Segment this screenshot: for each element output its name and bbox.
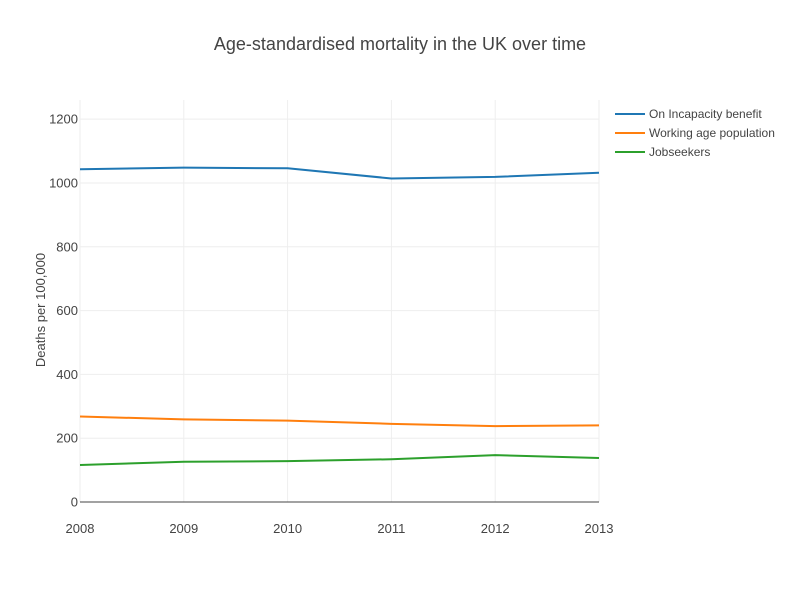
x-tick-label: 2012 bbox=[481, 521, 510, 536]
legend-label: Jobseekers bbox=[649, 145, 710, 159]
x-tick-label: 2013 bbox=[585, 521, 614, 536]
y-tick-label: 200 bbox=[56, 431, 78, 446]
series-line-1 bbox=[79, 166, 600, 180]
gridlines bbox=[79, 100, 600, 503]
legend: On Incapacity benefit Working age populat… bbox=[615, 107, 775, 159]
legend-label: On Incapacity benefit bbox=[649, 107, 762, 121]
legend-label: Working age population bbox=[649, 126, 775, 140]
y-tick-label: 400 bbox=[56, 367, 78, 382]
x-tick-label: 2011 bbox=[377, 521, 405, 536]
y-tick-label: 600 bbox=[56, 303, 78, 318]
x-tick-label: 2008 bbox=[66, 521, 95, 536]
x-tick-label: 2009 bbox=[169, 521, 198, 536]
chart-title: Age-standardised mortality in the UK ove… bbox=[214, 34, 586, 54]
x-tick-label: 2010 bbox=[273, 521, 302, 536]
series-lines bbox=[79, 166, 600, 466]
y-tick-label: 1000 bbox=[49, 175, 78, 190]
y-tick-label: 0 bbox=[71, 495, 78, 510]
y-axis-ticks: 0 200 400 600 800 1000 1200 bbox=[49, 112, 78, 510]
series-line-2 bbox=[79, 415, 600, 428]
y-tick-label: 800 bbox=[56, 239, 78, 254]
y-axis-title: Deaths per 100,000 bbox=[33, 253, 48, 367]
x-axis-ticks: 2008 2009 2010 2011 2012 2013 bbox=[66, 521, 614, 536]
series-line-3 bbox=[79, 454, 600, 466]
y-tick-label: 1200 bbox=[49, 112, 78, 127]
